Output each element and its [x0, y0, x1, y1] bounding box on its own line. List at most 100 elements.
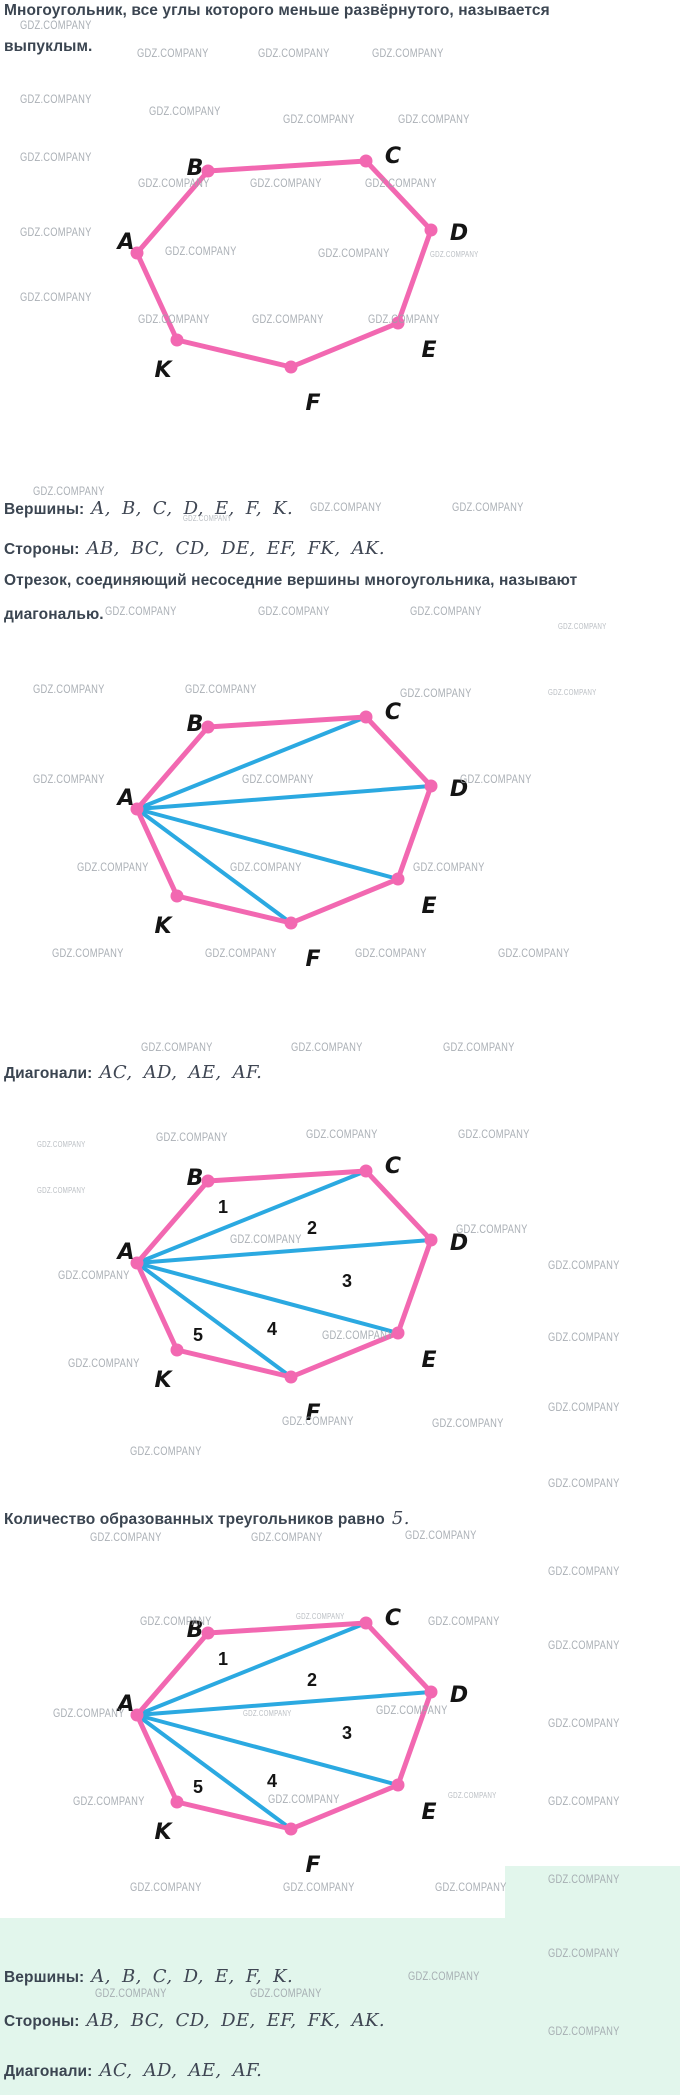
vertex-label-A: A — [115, 1240, 134, 1265]
vertex-dot-E — [391, 316, 405, 330]
vertex-dot-E — [391, 1326, 405, 1340]
vertex-dot-A — [130, 246, 144, 260]
diagonal-AC — [135, 1169, 368, 1265]
answer-sides-line: Стороны: AB, BC, CD, DE, EF, FK, AK. — [4, 2010, 385, 2031]
watermark: GDZ.COMPANY — [548, 1716, 620, 1730]
sides-line: Стороны: AB, BC, CD, DE, EF, FK, AK. — [4, 538, 385, 559]
vertex-label-F: F — [305, 1401, 320, 1426]
diagonal-AD — [135, 1238, 433, 1265]
edge-DE — [395, 227, 434, 326]
watermark: GDZ.COMPANY — [498, 946, 570, 960]
edge-KA — [134, 806, 180, 899]
triangle-count-value: 5. — [391, 1508, 410, 1529]
vertex-dot-A — [130, 1256, 144, 1270]
watermark: GDZ.COMPANY — [410, 604, 482, 618]
diagonal-AE — [135, 1713, 400, 1787]
edge-FK — [174, 893, 294, 926]
vertex-dot-C — [359, 1164, 373, 1178]
vertex-label-B: B — [187, 156, 204, 181]
watermark: GDZ.COMPANY — [306, 1127, 378, 1141]
edge-CD — [363, 158, 434, 233]
edge-AB — [134, 1178, 211, 1266]
vertex-label-D: D — [450, 221, 468, 246]
triangle-number-1: 1 — [218, 1197, 228, 1217]
diagonal-AF — [135, 807, 293, 925]
diagonal-AC — [135, 1621, 368, 1717]
triangle-number-5: 5 — [193, 1777, 203, 1797]
vertex-label-B: B — [187, 1618, 204, 1643]
vertex-dot-B — [201, 1626, 215, 1640]
edge-CD — [363, 714, 434, 789]
vertex-dot-D — [424, 779, 438, 793]
segment-line-1: Отрезок, соединяющий несоседние вершины … — [4, 572, 577, 590]
polygon-figure-1: A B C D E F K — [0, 132, 500, 432]
edge-DE — [395, 1689, 434, 1788]
edge-CD — [363, 1620, 434, 1695]
vertex-dot-D — [424, 1685, 438, 1699]
watermark: GDZ.COMPANY — [291, 1040, 363, 1054]
vertex-label-K: K — [154, 914, 173, 939]
vertex-dot-C — [359, 1616, 373, 1630]
watermark: GDZ.COMPANY — [452, 500, 524, 514]
watermark: GDZ.COMPANY — [458, 1127, 530, 1141]
watermark: GDZ.COMPANY — [548, 1638, 620, 1652]
answer-sides-value: AB, BC, CD, DE, EF, FK, AK. — [86, 2010, 385, 2031]
vertex-label-E: E — [421, 894, 436, 919]
diagonals-value: AC, AD, AE, AF. — [99, 1062, 263, 1083]
watermark: GDZ.COMPANY — [548, 1400, 620, 1414]
vertex-label-K: K — [154, 358, 173, 383]
answer-diagonals-label: Диагонали: — [4, 2063, 93, 2080]
answer-vertices-value: A, B, C, D, E, F, K. — [91, 1966, 294, 1987]
vertex-label-A: A — [115, 786, 134, 811]
vertex-label-D: D — [450, 1231, 468, 1256]
edge-FK — [174, 337, 294, 370]
edge-KA — [134, 1712, 180, 1805]
watermark: GDZ.COMPANY — [33, 484, 105, 498]
vertex-dot-D — [424, 1233, 438, 1247]
watermark: GDZ.COMPANY — [141, 1040, 213, 1054]
vertex-dot-C — [359, 710, 373, 724]
diagonal-AF — [135, 1713, 293, 1831]
watermark: GDZ.COMPANY — [372, 46, 444, 60]
edge-AB — [134, 724, 211, 812]
vertex-label-C: C — [385, 1606, 401, 1631]
edge-BC — [205, 1620, 369, 1636]
triangle-number-1: 1 — [218, 1649, 228, 1669]
intro-text-2: выпуклым. — [4, 38, 93, 55]
edge-KA — [134, 250, 180, 343]
watermark: GDZ.COMPANY — [558, 622, 607, 631]
edge-CD — [363, 1168, 434, 1243]
diagonals-label: Диагонали: — [4, 1065, 93, 1082]
intro-text-1: Многоугольник, все углы которого меньше … — [4, 2, 550, 19]
vertex-dot-B — [201, 720, 215, 734]
watermark: GDZ.COMPANY — [90, 1530, 162, 1544]
vertex-label-B: B — [187, 1166, 204, 1191]
vertex-dot-C — [359, 154, 373, 168]
vertex-dot-B — [201, 1174, 215, 1188]
vertex-dot-K — [170, 889, 184, 903]
vertex-dot-A — [130, 1708, 144, 1722]
vertex-label-C: C — [385, 1154, 401, 1179]
vertices-line: Вершины: A, B, C, D, E, F, K. — [4, 498, 293, 519]
vertex-label-A: A — [115, 230, 134, 255]
answer-diagonals-value: AC, AD, AE, AF. — [99, 2060, 263, 2081]
triangle-count-line: Количество образованных треугольников ра… — [4, 1508, 410, 1529]
edge-EF — [288, 1782, 401, 1832]
vertex-label-K: K — [154, 1820, 173, 1845]
vertex-label-D: D — [450, 777, 468, 802]
watermark: GDZ.COMPANY — [398, 112, 470, 126]
edge-FK — [174, 1799, 294, 1832]
vertex-dot-K — [170, 333, 184, 347]
watermark: GDZ.COMPANY — [20, 18, 92, 32]
diagonal-AC — [135, 715, 368, 811]
watermark: GDZ.COMPANY — [548, 688, 597, 697]
vertex-dot-D — [424, 223, 438, 237]
vertex-label-A: A — [115, 1692, 134, 1717]
answer-vertices-label: Вершины: — [4, 1969, 85, 1986]
answer-diagonals-line: Диагонали: AC, AD, AE, AF. — [4, 2060, 262, 2081]
watermark: GDZ.COMPANY — [548, 1258, 620, 1272]
diagonal-AD — [135, 784, 433, 811]
vertex-dot-K — [170, 1795, 184, 1809]
watermark: GDZ.COMPANY — [548, 1564, 620, 1578]
